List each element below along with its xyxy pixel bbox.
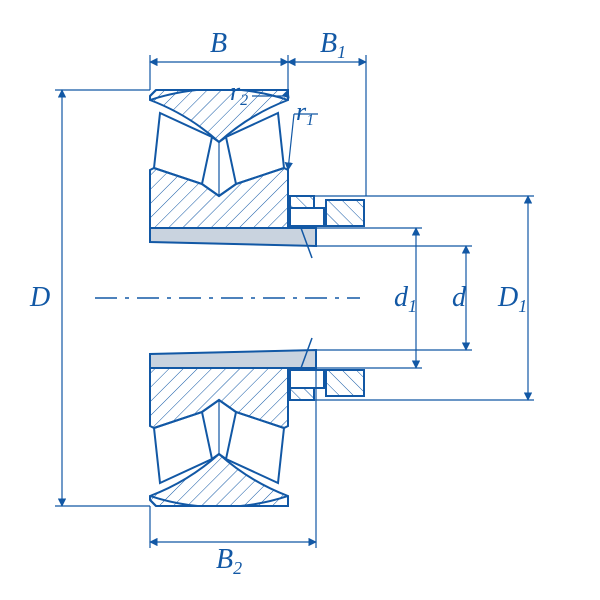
label-d: d	[452, 282, 467, 313]
label-D1: D1	[497, 282, 527, 316]
sleeve-lower	[150, 338, 316, 368]
upper-section	[150, 89, 366, 258]
label-D: D	[29, 282, 50, 313]
bearing-cross-section: D B B1 r2 r1 d1 d D1 B2	[0, 0, 600, 600]
label-B: B	[210, 28, 227, 59]
locknut-lower	[290, 370, 364, 400]
label-B2: B2	[216, 544, 242, 578]
label-d1: d1	[394, 282, 417, 316]
sleeve-upper	[150, 228, 316, 258]
label-B1: B1	[320, 28, 346, 62]
lower-section	[150, 338, 366, 507]
locknut-upper	[290, 196, 364, 226]
label-r1: r1	[296, 97, 314, 129]
label-r2: r2	[230, 77, 248, 109]
